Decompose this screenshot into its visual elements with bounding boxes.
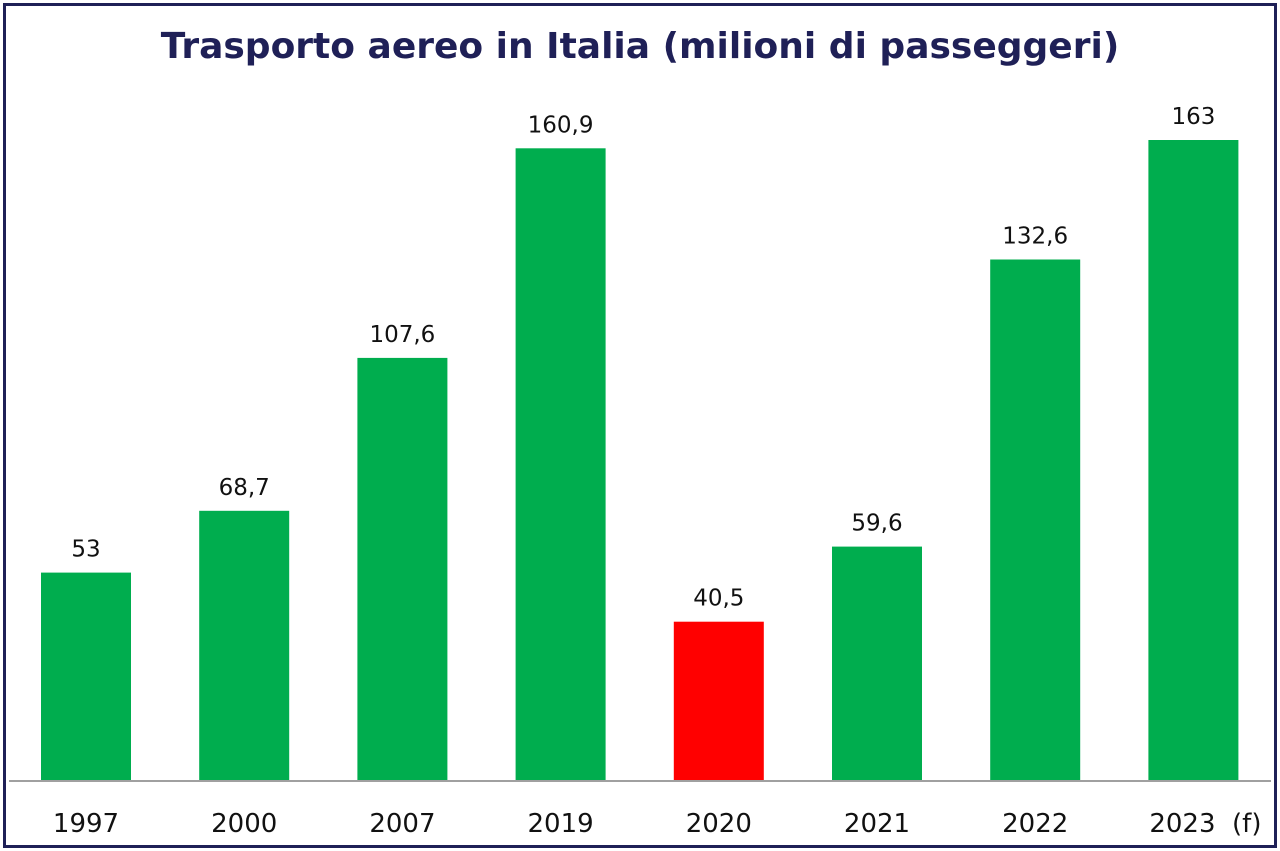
category-label: 1997 [53, 809, 119, 839]
value-label: 132,6 [1002, 224, 1068, 250]
value-label: 40,5 [693, 586, 744, 612]
bar-2000 [199, 510, 290, 781]
value-label: 59,6 [851, 511, 902, 537]
bar-1997 [41, 572, 131, 781]
category-label: 2020 [686, 809, 752, 839]
value-label: 68,7 [219, 475, 270, 501]
bar-2007 [357, 357, 448, 781]
category-label: 2000 [211, 809, 277, 839]
bar-2019 [515, 148, 606, 782]
bar-2020 [673, 621, 764, 781]
value-label: 163 [1171, 104, 1215, 130]
bars-group [41, 140, 1239, 782]
value-label: 160,9 [528, 112, 594, 138]
value-label: 107,6 [369, 322, 435, 348]
category-label: 2022 [1002, 809, 1068, 839]
category-label: 2021 [844, 809, 910, 839]
category-label: 2023 (f) [1149, 809, 1261, 839]
bar-2022 [990, 259, 1081, 781]
bar-2023-f [1148, 140, 1239, 781]
value-label: 53 [71, 537, 100, 563]
bar-2021 [832, 546, 922, 781]
category-labels-group: 1997 2000 2007 2019 2020 2021 2022 2023 (f) [53, 809, 1262, 839]
chart-title: Trasporto aereo in Italia (milioni di pa… [160, 26, 1120, 67]
category-label: 2019 [528, 809, 594, 839]
value-labels-group: 53 68,7 107,6 160,9 40,5 59,6 132,6 163 [71, 104, 1215, 612]
category-label: 2007 [369, 809, 435, 839]
